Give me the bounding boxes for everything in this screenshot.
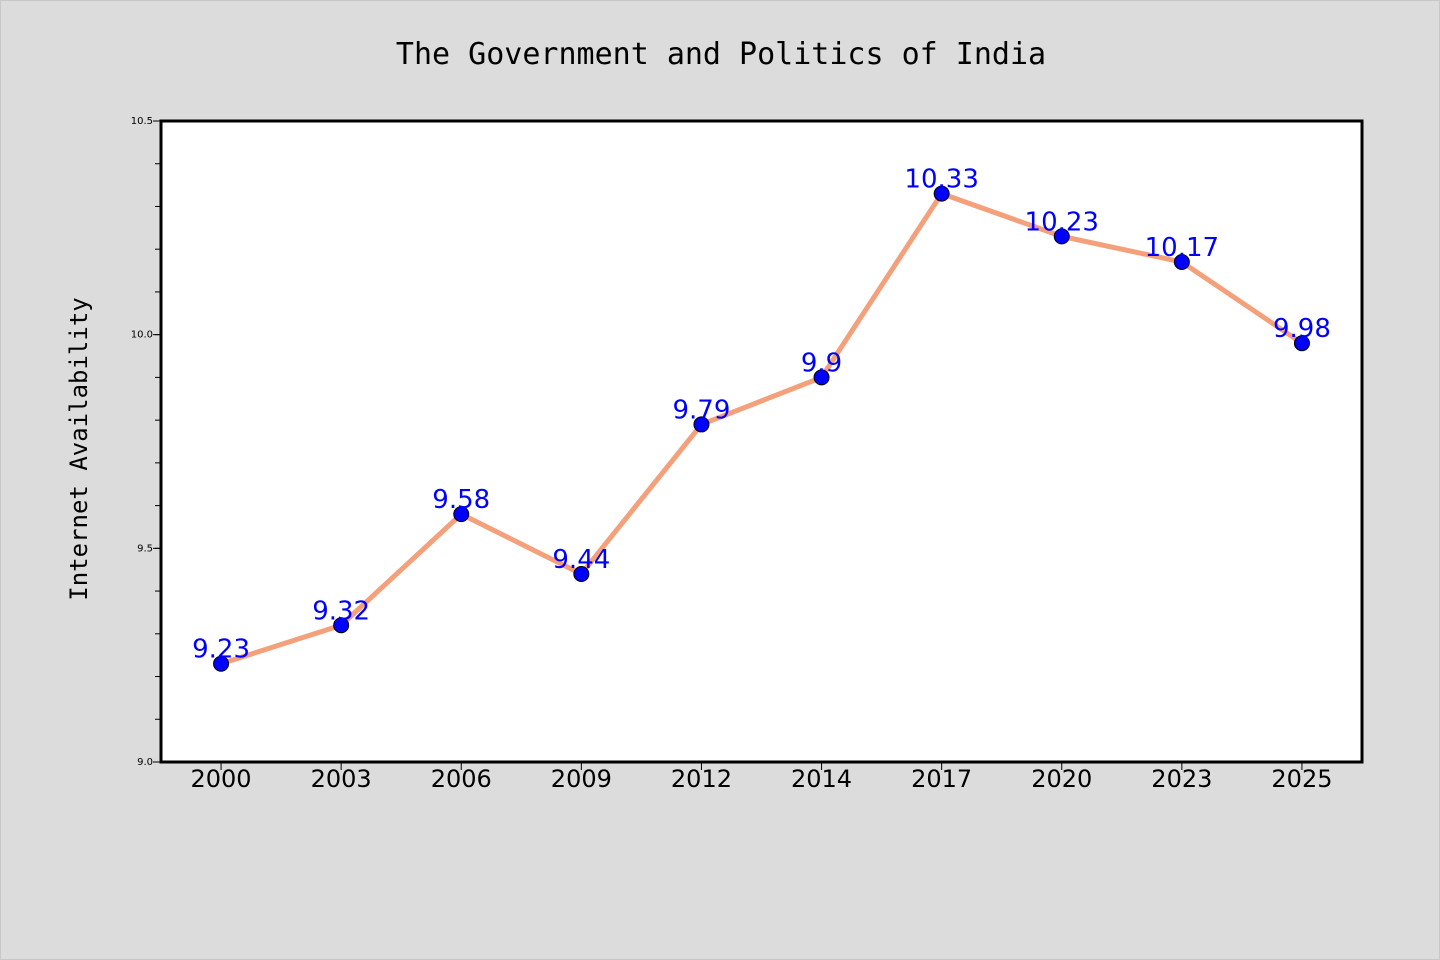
data-point — [693, 416, 710, 433]
data-point — [1053, 228, 1070, 245]
series-line — [218, 191, 1305, 667]
y-tick-label: 9.0 — [137, 757, 153, 768]
data-label: 9.98 — [1273, 314, 1331, 344]
plot-area — [159, 119, 1364, 764]
data-point — [1293, 335, 1310, 352]
data-label: 10.17 — [1145, 233, 1219, 263]
series-layer — [218, 191, 1305, 667]
x-axis-ticks: 2000 2003 2006 2009 2012 2014 2017 2020 2023 2025 — [191, 762, 1332, 793]
y-tick-label: 10.0 — [131, 330, 153, 341]
data-point — [933, 185, 950, 202]
data-label: 9.79 — [673, 395, 731, 425]
x-tick-label: 2003 — [311, 765, 372, 793]
marker-layer — [213, 185, 1310, 672]
x-tick-label: 2017 — [911, 765, 972, 793]
data-label: 10.23 — [1025, 207, 1099, 237]
data-label: 9.44 — [552, 545, 610, 575]
data-label: 10.33 — [904, 165, 978, 195]
x-tick-label: 2012 — [671, 765, 732, 793]
x-tick-label: 2014 — [791, 765, 852, 793]
x-tick-label: 2006 — [431, 765, 492, 793]
y-tick-label: 9.5 — [137, 543, 153, 554]
y-axis-label: Internet Availability — [65, 297, 93, 600]
x-tick-label: 2020 — [1031, 765, 1092, 793]
data-label: 9.32 — [312, 596, 370, 626]
y-tick-label: 10.5 — [131, 116, 153, 127]
data-label: 9.9 — [801, 348, 842, 378]
data-point — [453, 506, 470, 523]
x-tick-label: 2023 — [1151, 765, 1212, 793]
data-label-layer: 9.23 9.32 9.58 9.44 9.79 9.9 10.33 10.23 10.17 9.… — [192, 165, 1331, 665]
x-tick-label: 2009 — [551, 765, 612, 793]
y-axis-ticks: 9.0 9.5 10.0 10.5 — [131, 116, 161, 768]
data-label: 9.23 — [192, 635, 250, 665]
y-axis-label-group: Internet Availability — [65, 297, 93, 600]
data-point — [1173, 254, 1190, 271]
x-tick-label: 2000 — [191, 765, 252, 793]
chart-title: The Government and Politics of India — [396, 37, 1046, 72]
data-point — [813, 369, 830, 386]
data-point — [213, 655, 230, 672]
data-point — [333, 617, 350, 634]
data-point — [573, 565, 590, 582]
x-tick-label: 2025 — [1271, 765, 1332, 793]
data-label: 9.58 — [432, 485, 490, 515]
